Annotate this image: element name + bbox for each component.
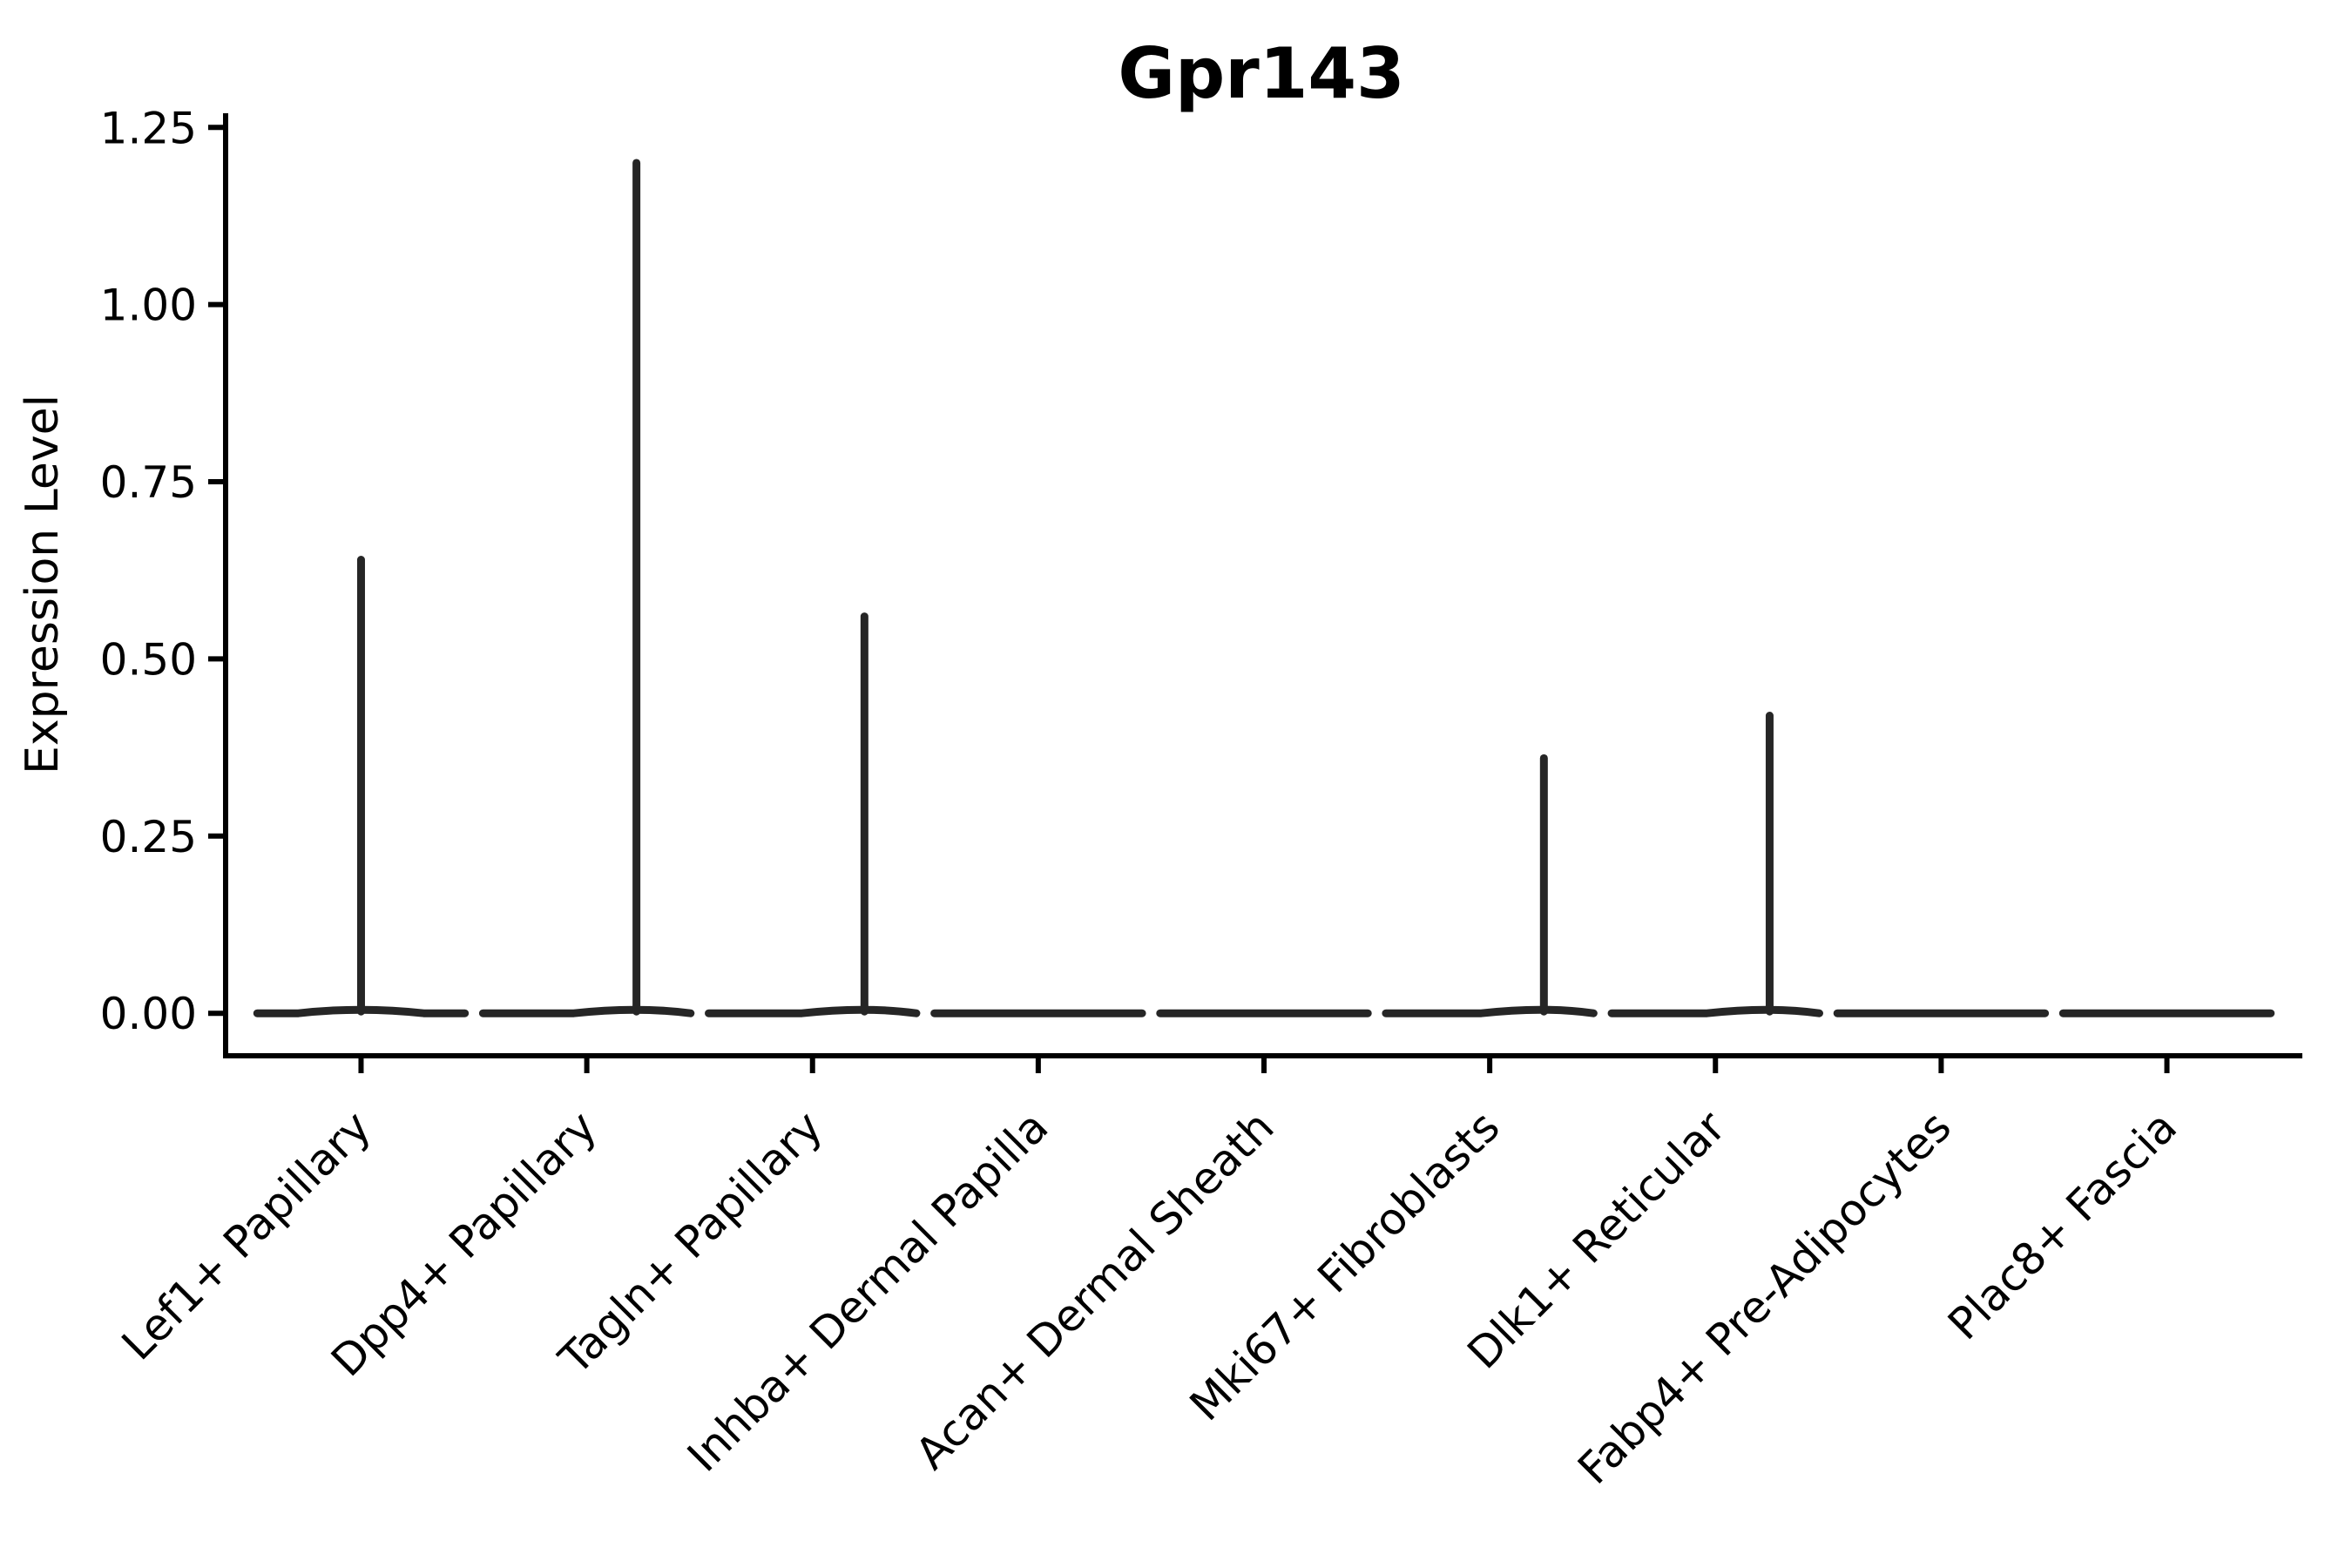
y-tick-label: 1.25	[100, 103, 197, 153]
violin-body	[705, 1005, 921, 1017]
violin-body	[1607, 1005, 1823, 1017]
x-tick-label: Acan+ Dermal Sheath	[906, 1101, 1284, 1479]
violin-body	[478, 1005, 695, 1017]
y-tick-label: 1.00	[100, 280, 197, 331]
y-tick-label: 0.50	[100, 634, 197, 685]
violin-body	[1382, 1005, 1598, 1017]
y-tick-label: 0.00	[100, 989, 197, 1039]
y-tick-label: 0.25	[100, 812, 197, 862]
x-tick-label: Plac8+ Fascia	[1938, 1101, 2186, 1349]
y-axis-label: Expression Level	[17, 395, 69, 774]
y-tick-label: 0.75	[100, 457, 197, 508]
chart-title: Gpr143	[1118, 33, 1404, 114]
x-tick-label: Fabp4+ Pre-Adipocytes	[1568, 1101, 1961, 1494]
x-tick-label: Inhba+ Dermal Papilla	[678, 1101, 1058, 1481]
x-tick-label: Lef1+ Papillary	[112, 1101, 381, 1369]
